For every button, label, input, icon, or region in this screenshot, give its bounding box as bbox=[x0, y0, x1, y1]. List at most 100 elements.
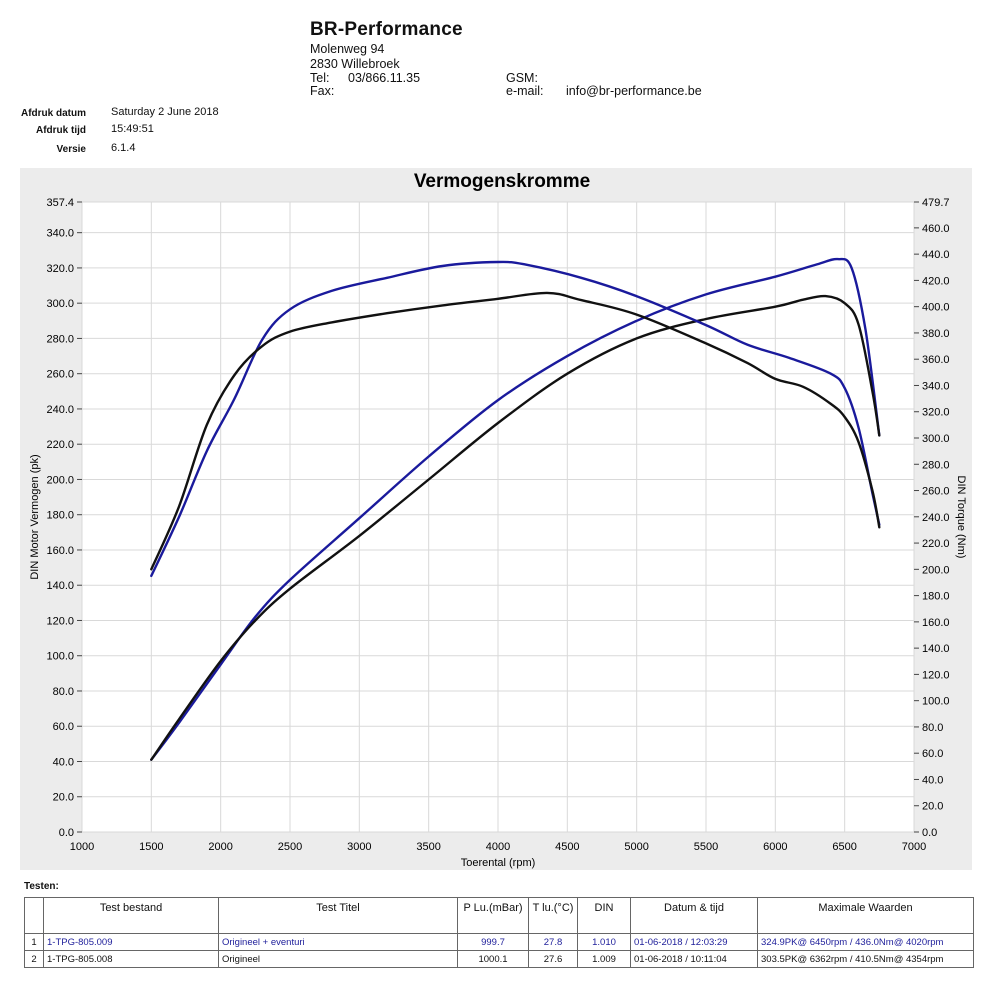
x-tick-label: 7000 bbox=[902, 841, 926, 853]
y2-tick-label: 120.0 bbox=[922, 669, 950, 681]
row-title: Origineel + eventuri bbox=[218, 933, 458, 951]
y2-tick-label: 240.0 bbox=[922, 512, 950, 524]
col-date: Datum & tijd bbox=[630, 897, 758, 934]
y2-tick-label: 320.0 bbox=[922, 407, 950, 419]
y2-tick-label: 300.0 bbox=[922, 433, 950, 445]
row-max: 324.9PK@ 6450rpm / 436.0Nm@ 4020rpm bbox=[757, 933, 974, 951]
torque-curve-blue bbox=[150, 260, 881, 578]
curves bbox=[150, 257, 881, 761]
email-value[interactable]: info@br-performance.be bbox=[566, 84, 702, 98]
y-tick-label: 0.0 bbox=[59, 827, 74, 839]
y2-tick-label: 20.0 bbox=[922, 801, 943, 813]
x-tick-label: 4000 bbox=[486, 841, 510, 853]
power-chart: Vermogenskromme 1000 1500 2000 2500 3000 3500… bbox=[20, 168, 972, 870]
print-date-label: Afdruk datum bbox=[21, 108, 86, 119]
y-tick-label: 200.0 bbox=[46, 474, 74, 486]
x-tick-label: 4500 bbox=[555, 841, 579, 853]
print-time-value: 15:49:51 bbox=[111, 123, 154, 135]
y2-tick-label: 360.0 bbox=[922, 354, 950, 366]
version-value: 6.1.4 bbox=[111, 142, 136, 154]
y2-tick-label: 460.0 bbox=[922, 223, 950, 235]
col-max: Maximale Waarden bbox=[757, 897, 974, 934]
y2-tick-label: 380.0 bbox=[922, 328, 950, 340]
y2-tick-label: 340.0 bbox=[922, 380, 950, 392]
row-din: 1.010 bbox=[577, 933, 631, 951]
power-curve-blue bbox=[150, 257, 881, 761]
print-time-label: Afdruk tijd bbox=[36, 125, 86, 136]
tests-table: Test bestand Test Titel P Lu.(mBar) T lu… bbox=[24, 897, 974, 968]
row-temp: 27.8 bbox=[528, 933, 578, 951]
y-tick-label: 300.0 bbox=[46, 298, 74, 310]
tel-label: Tel: bbox=[310, 71, 330, 85]
row-date: 01-06-2018 / 10:11:04 bbox=[630, 950, 758, 968]
col-din: DIN bbox=[577, 897, 631, 934]
y-tick-label: 320.0 bbox=[46, 263, 74, 275]
x-tick-label: 5000 bbox=[624, 841, 648, 853]
y-tick-label: 240.0 bbox=[46, 404, 74, 416]
company-name: BR-Performance bbox=[310, 19, 463, 40]
y2-tick-label: 60.0 bbox=[922, 748, 943, 760]
x-tick-label: 2500 bbox=[278, 841, 302, 853]
tick-labels: 1000 1500 2000 2500 3000 3500 4000 4500 5000 5500… bbox=[46, 197, 949, 853]
row-pressure: 999.7 bbox=[457, 933, 529, 951]
print-date-value: Saturday 2 June 2018 bbox=[111, 106, 219, 118]
x-axis-label: Toerental (rpm) bbox=[461, 857, 536, 869]
y-tick-label: 140.0 bbox=[46, 580, 74, 592]
x-tick-label: 2000 bbox=[208, 841, 232, 853]
y2-tick-label: 200.0 bbox=[922, 564, 950, 576]
y-tick-label: 120.0 bbox=[46, 615, 74, 627]
y-axis-label: DIN Motor Vermogen (pk) bbox=[29, 454, 41, 579]
x-tick-label: 3500 bbox=[416, 841, 440, 853]
col-title: Test Titel bbox=[218, 897, 458, 934]
company-city: 2830 Willebroek bbox=[310, 57, 400, 71]
x-tick-label: 1500 bbox=[139, 841, 163, 853]
x-tick-label: 6000 bbox=[763, 841, 787, 853]
torque-curve-black bbox=[150, 291, 881, 571]
table-row[interactable]: 2 1-TPG-805.008 Origineel 1000.1 27.6 1.… bbox=[24, 950, 974, 968]
y-tick-label: 357.4 bbox=[46, 197, 74, 209]
y-tick-label: 100.0 bbox=[46, 651, 74, 663]
row-num: 2 bbox=[24, 950, 44, 968]
row-pressure: 1000.1 bbox=[457, 950, 529, 968]
col-pressure: P Lu.(mBar) bbox=[457, 897, 529, 934]
power-curve-black bbox=[150, 294, 881, 761]
col-file: Test bestand bbox=[43, 897, 219, 934]
y-tick-label: 80.0 bbox=[53, 686, 74, 698]
y2-tick-label: 180.0 bbox=[922, 591, 950, 603]
y-tick-label: 60.0 bbox=[53, 721, 74, 733]
version-label: Versie bbox=[56, 144, 86, 155]
x-tick-label: 1000 bbox=[70, 841, 94, 853]
y-tick-label: 260.0 bbox=[46, 369, 74, 381]
company-street: Molenweg 94 bbox=[310, 42, 385, 56]
row-din: 1.009 bbox=[577, 950, 631, 968]
tests-label: Testen: bbox=[24, 881, 59, 892]
y-tick-label: 180.0 bbox=[46, 510, 74, 522]
y-tick-label: 340.0 bbox=[46, 228, 74, 240]
y2-tick-label: 220.0 bbox=[922, 538, 950, 550]
row-temp: 27.6 bbox=[528, 950, 578, 968]
y2-tick-label: 80.0 bbox=[922, 722, 943, 734]
row-file: 1-TPG-805.009 bbox=[43, 933, 219, 951]
y2-tick-label: 280.0 bbox=[922, 459, 950, 471]
y-tick-label: 40.0 bbox=[53, 756, 74, 768]
y2-tick-label: 140.0 bbox=[922, 643, 950, 655]
y-tick-label: 160.0 bbox=[46, 545, 74, 557]
tel-value: 03/866.11.35 bbox=[348, 71, 421, 85]
chart-title: Vermogenskromme bbox=[414, 171, 590, 192]
row-num: 1 bbox=[24, 933, 44, 951]
y-tick-label: 220.0 bbox=[46, 439, 74, 451]
table-row[interactable]: 1 1-TPG-805.009 Origineel + eventuri 999… bbox=[24, 933, 974, 951]
y2-tick-label: 420.0 bbox=[922, 275, 950, 287]
y-tick-label: 20.0 bbox=[53, 792, 74, 804]
y-tick-label: 280.0 bbox=[46, 333, 74, 345]
y2-tick-label: 440.0 bbox=[922, 249, 950, 261]
y2-tick-label: 0.0 bbox=[922, 827, 937, 839]
x-tick-label: 5500 bbox=[694, 841, 718, 853]
row-file: 1-TPG-805.008 bbox=[43, 950, 219, 968]
x-tick-label: 3000 bbox=[347, 841, 371, 853]
row-max: 303.5PK@ 6362rpm / 410.5Nm@ 4354rpm bbox=[757, 950, 974, 968]
col-temp: T lu.(°C) bbox=[528, 897, 578, 934]
y2-tick-label: 100.0 bbox=[922, 696, 950, 708]
email-label: e-mail: bbox=[506, 84, 544, 98]
y2-tick-label: 40.0 bbox=[922, 774, 943, 786]
